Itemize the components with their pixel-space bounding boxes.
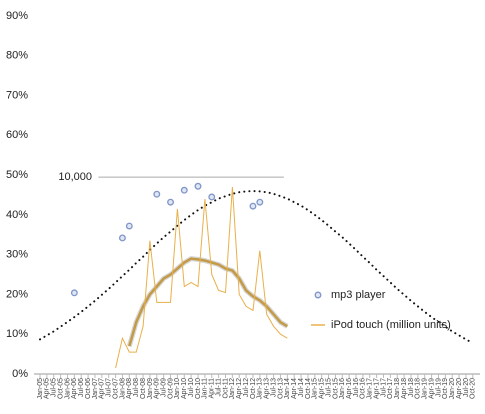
marker — [167, 198, 174, 206]
x-tick-label: Oct-14 — [305, 378, 312, 399]
y-tick-label: 40% — [6, 209, 28, 221]
x-tick-label: Apr-10 — [181, 378, 188, 399]
x-tick-label: Apr-16 — [346, 378, 353, 399]
y-tick-label: 70% — [6, 89, 28, 101]
x-tick-label: Jul-13 — [270, 378, 277, 397]
x-tick-label: Oct-10 — [195, 378, 202, 399]
x-tick-label: Jul-07 — [106, 378, 113, 397]
x-tick-label: Jul-17 — [380, 378, 387, 397]
x-tick-label: Apr-17 — [373, 378, 380, 399]
marker — [180, 186, 188, 194]
x-tick-label: Oct-11 — [222, 378, 229, 399]
y-tick-label: 30% — [6, 249, 28, 261]
x-tick-label: Jan-17 — [367, 378, 374, 400]
y-tick-label: 60% — [6, 129, 28, 141]
x-tick-label: Jan-14 — [284, 378, 291, 400]
line — [115, 186, 288, 369]
x-tick-label: Jan-11 — [202, 378, 209, 399]
x-tick-label: Jul-20 — [463, 378, 470, 397]
x-tick-label: Jul-14 — [298, 378, 305, 397]
x-tick-label: Jul-06 — [78, 378, 85, 397]
x-tick-label: Jan-15 — [312, 378, 319, 400]
x-tick-label: Apr-20 — [456, 378, 463, 399]
marker — [153, 190, 161, 198]
x-tick-label: Jul-12 — [243, 378, 250, 397]
x-tick-label: Apr-08 — [126, 378, 133, 399]
y-tick-label: 0% — [12, 368, 28, 380]
x-tick-label: Oct-07 — [112, 378, 119, 399]
x-tick-label: Jul-15 — [325, 378, 332, 397]
x-tick-label: Jul-09 — [161, 378, 168, 397]
x-tick-label: Oct-19 — [442, 378, 449, 399]
x-tick-label: Apr-11 — [209, 378, 216, 399]
x-tick-label: Oct-20 — [470, 378, 477, 399]
reference-label: 10,000 — [58, 171, 92, 183]
x-tick-label: Oct-17 — [387, 378, 394, 399]
x-tick-label: Apr-05 — [44, 378, 51, 399]
marker — [194, 182, 202, 190]
x-tick-label: Jan-08 — [119, 378, 126, 400]
x-tick-label: Jul-08 — [133, 378, 140, 397]
x-tick-label: Apr-14 — [291, 378, 298, 399]
x-tick-label: Jan-07 — [92, 378, 99, 400]
x-tick-label: Jul-19 — [435, 378, 442, 397]
x-tick-label: Oct-12 — [250, 378, 257, 399]
x-tick-label: Apr-13 — [264, 378, 271, 399]
x-tick-label: Jan-10 — [174, 378, 181, 400]
marker — [118, 234, 126, 242]
x-tick-label: Oct-08 — [140, 378, 147, 399]
x-tick-label: Oct-09 — [167, 378, 174, 399]
x-tick-label: Jan-20 — [449, 378, 456, 400]
legend-label: iPod touch (million units) — [331, 319, 451, 331]
x-tick-label: Oct-18 — [415, 378, 422, 399]
x-tick-label: Oct-05 — [57, 378, 64, 399]
x-tick-label: Oct-13 — [277, 378, 284, 399]
x-tick-label: Jan-06 — [64, 378, 71, 400]
x-tick-label: Jan-13 — [257, 378, 264, 400]
marker — [70, 289, 78, 297]
x-tick-label: Jul-11 — [215, 378, 222, 397]
x-tick-label: Jul-16 — [353, 378, 360, 397]
legend-marker — [314, 291, 322, 299]
marker — [249, 202, 257, 210]
x-tick-label: Oct-16 — [360, 378, 367, 399]
x-tick-label: Jan-05 — [37, 378, 44, 400]
y-tick-label: 20% — [6, 288, 28, 300]
x-tick-label: Jul-18 — [408, 378, 415, 397]
x-tick-label: Jan-12 — [229, 378, 236, 400]
legend-label: mp3 player — [331, 289, 386, 301]
x-tick-label: Apr-12 — [236, 378, 243, 399]
x-tick-label: Jan-09 — [147, 378, 154, 400]
x-tick-label: Apr-09 — [154, 378, 161, 399]
x-tick-label: Jan-19 — [422, 378, 429, 400]
x-tick-label: Jul-05 — [51, 378, 58, 397]
y-tick-label: 90% — [6, 10, 28, 22]
x-tick-label: Jul-10 — [188, 378, 195, 397]
x-tick-label: Apr-18 — [401, 378, 408, 399]
x-tick-label: Jan-18 — [394, 378, 401, 400]
x-tick-label: Jan-16 — [339, 378, 346, 400]
marker — [256, 198, 264, 206]
marker — [208, 193, 216, 201]
x-tick-label: Apr-19 — [428, 378, 435, 399]
x-tick-label: Apr-15 — [319, 378, 326, 399]
y-tick-label: 80% — [6, 50, 28, 62]
x-tick-label: Oct-15 — [332, 378, 339, 399]
y-tick-label: 10% — [6, 328, 28, 340]
marker — [125, 222, 133, 230]
y-tick-label: 50% — [6, 169, 28, 181]
x-tick-label: Apr-07 — [99, 378, 106, 399]
x-tick-label: Oct-06 — [85, 378, 92, 399]
x-tick-label: Apr-06 — [71, 378, 78, 399]
